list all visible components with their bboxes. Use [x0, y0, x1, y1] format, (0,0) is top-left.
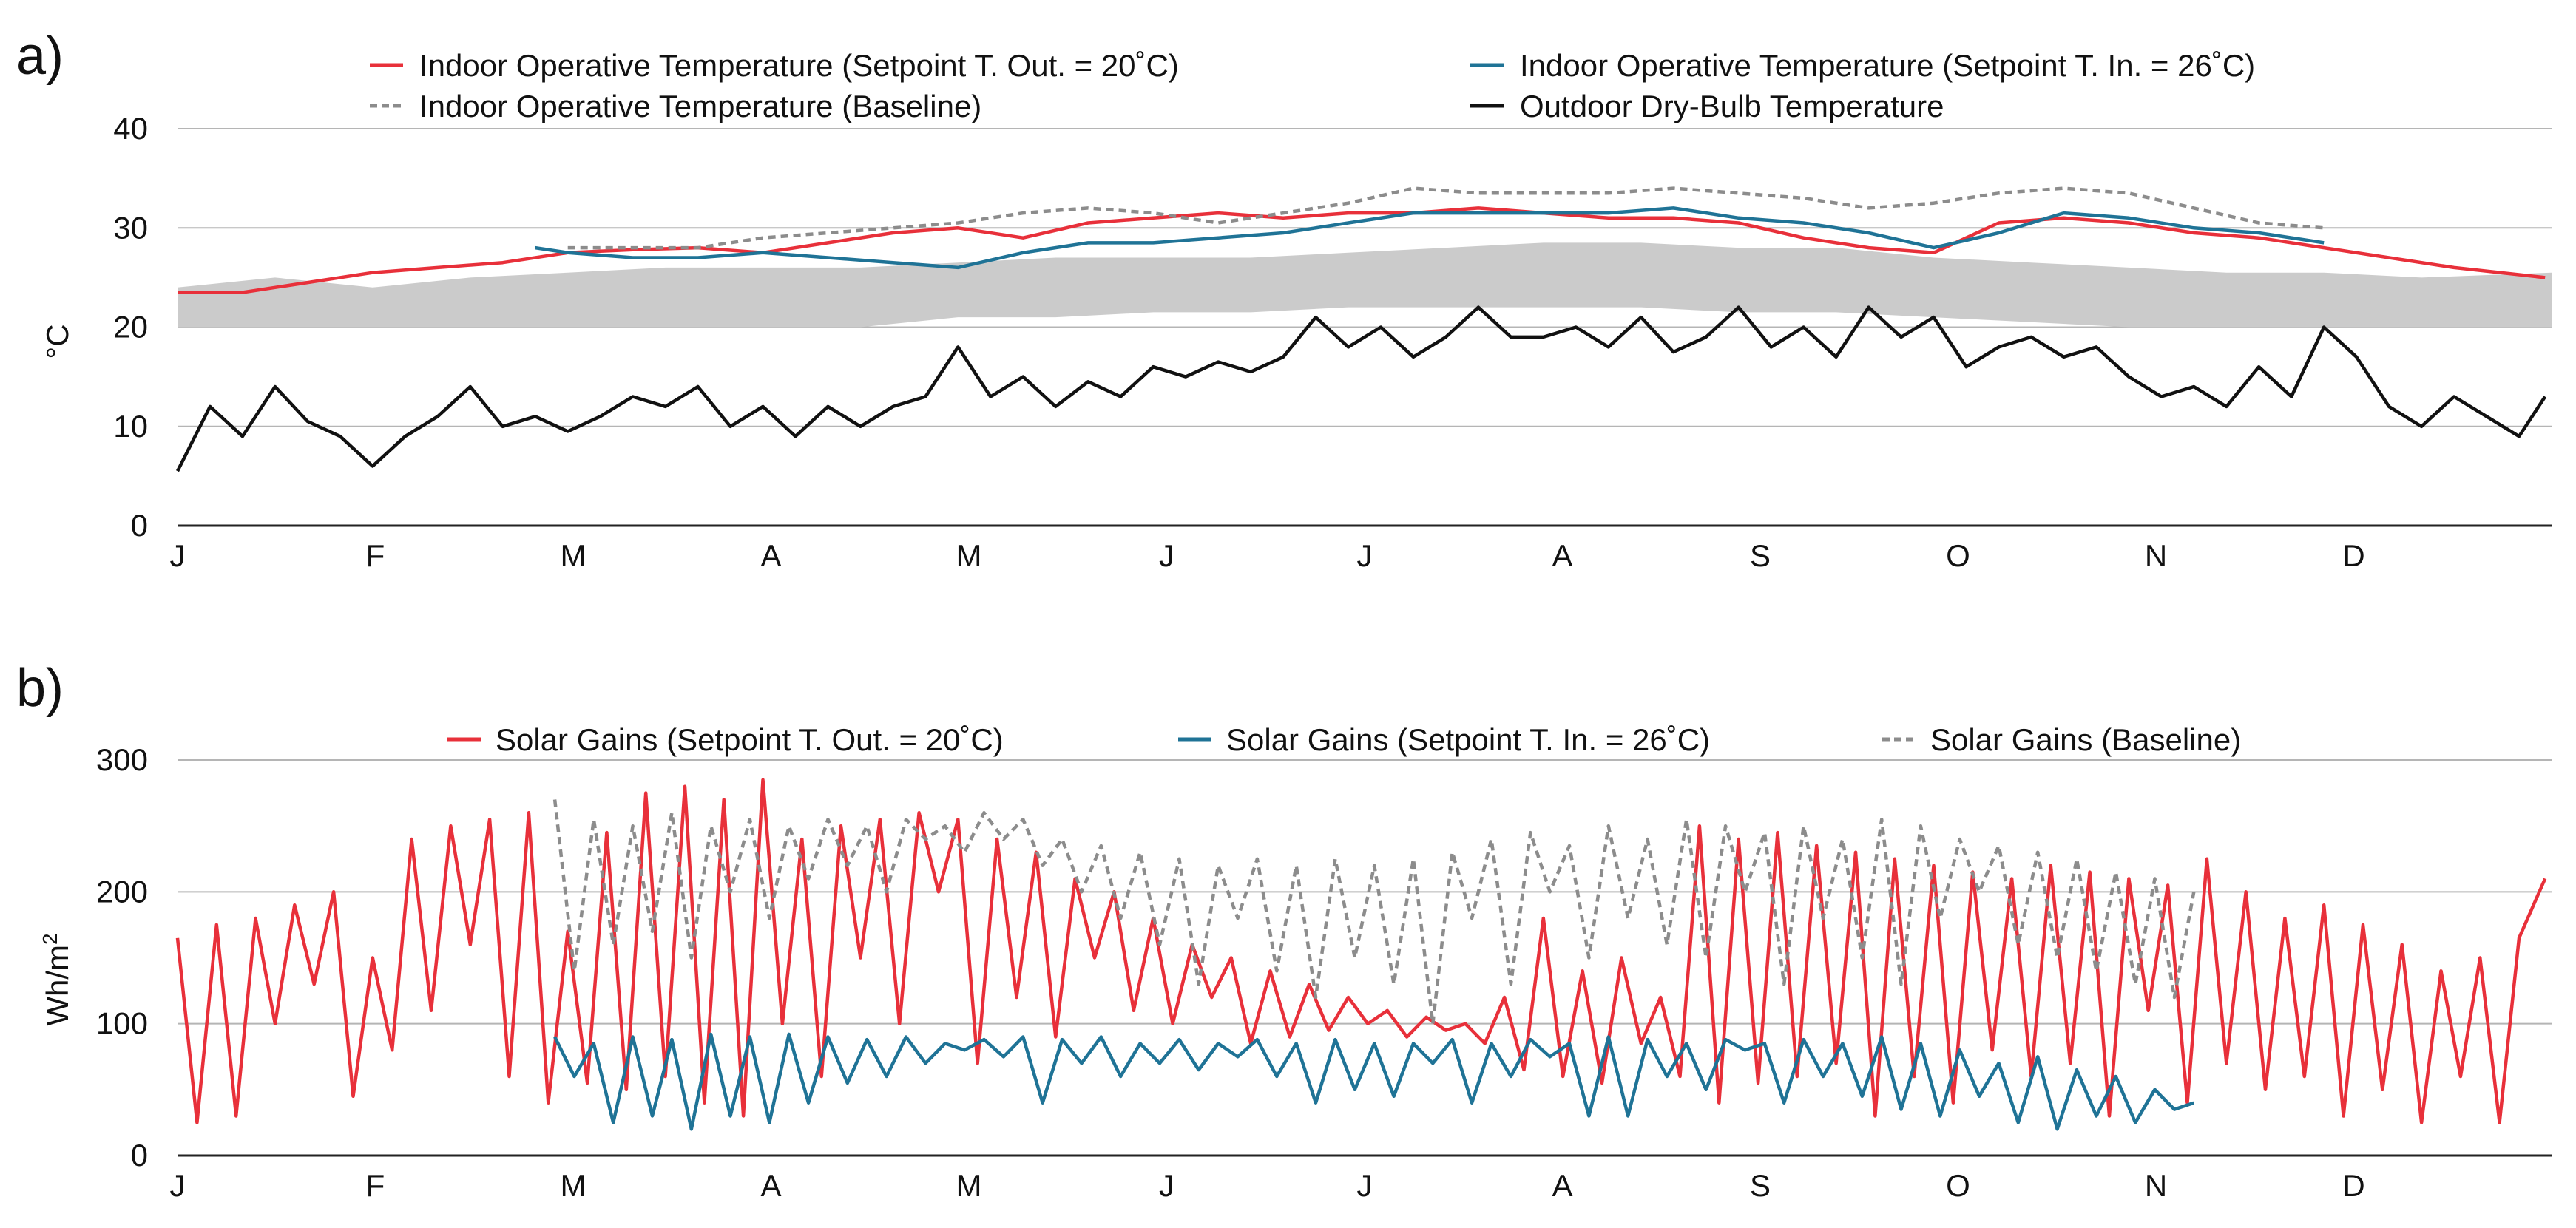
- x-tick-label: J: [1159, 1168, 1174, 1203]
- legend-item-outdoor-temp: Outdoor Dry-Bulb Temperature: [1470, 89, 1944, 123]
- panel-b-label: b): [16, 659, 64, 718]
- solar-legend: Solar Gains (Setpoint T. Out. = 20˚C) So…: [447, 722, 2241, 757]
- series-line-3: [175, 305, 2547, 472]
- y-tick-label: 0: [131, 508, 148, 543]
- x-tick-label: J: [170, 1168, 186, 1203]
- legend-label: Indoor Operative Temperature (Setpoint T…: [419, 48, 1179, 83]
- solar-y-axis-label: Wh/m2: [38, 933, 75, 1025]
- x-tick-label: M: [561, 1168, 586, 1203]
- x-tick-label: O: [1946, 1168, 1970, 1203]
- x-tick-label: S: [1750, 538, 1771, 573]
- x-tick-label: D: [2342, 1168, 2364, 1203]
- legend-item-indoor-temp-setpoint-in: Indoor Operative Temperature (Setpoint T…: [1470, 48, 2255, 83]
- legend-label: Indoor Operative Temperature (Baseline): [419, 89, 981, 123]
- x-tick-label: M: [956, 538, 982, 573]
- legend-item-indoor-temp-setpoint-out: Indoor Operative Temperature (Setpoint T…: [370, 48, 1179, 83]
- y-tick-label: 10: [113, 409, 148, 444]
- x-tick-label: A: [760, 538, 781, 573]
- x-tick-label: O: [1946, 538, 1970, 573]
- legend-label: Solar Gains (Setpoint T. In. = 26˚C): [1226, 722, 1710, 757]
- solar-gains-chart: 0 100 200 300 J F M A M J J A S O N D Wh/m2 Solar Gain…: [38, 722, 2552, 1203]
- y-tick-label: 0: [131, 1138, 148, 1173]
- x-tick-label: S: [1750, 1168, 1771, 1203]
- x-tick-label: J: [1159, 538, 1174, 573]
- temperature-chart: 0 10 20 30 40 J F M A M J J A S O N D °C Indoor Operati…: [40, 48, 2552, 573]
- y-tick-label: 300: [96, 742, 148, 777]
- y-tick-label: 20: [113, 310, 148, 345]
- panel-a-label: a): [16, 27, 64, 86]
- x-tick-label: J: [170, 538, 186, 573]
- solar-grid: [178, 759, 2552, 1157]
- legend-item-solar-baseline: Solar Gains (Baseline): [1882, 722, 2241, 757]
- legend-label: Indoor Operative Temperature (Setpoint T…: [1520, 48, 2255, 83]
- solar-y-axis-label-main: Wh/m: [40, 945, 75, 1026]
- y-tick-label: 200: [96, 874, 148, 909]
- series-line-1: [553, 1032, 2195, 1131]
- series-line-2: [552, 799, 2196, 1025]
- x-tick-label: F: [366, 1168, 385, 1203]
- temperature-band-layer: [178, 242, 2552, 328]
- series-line-2: [567, 186, 2325, 250]
- x-tick-label: M: [561, 538, 586, 573]
- legend-item-solar-setpoint-out: Solar Gains (Setpoint T. Out. = 20˚C): [447, 722, 1004, 757]
- temperature-y-axis-label: °C: [40, 324, 75, 359]
- comfort-band: [178, 242, 2552, 328]
- x-tick-label: F: [366, 538, 385, 573]
- solar-series-layer: [175, 778, 2547, 1131]
- legend-label: Outdoor Dry-Bulb Temperature: [1520, 89, 1944, 123]
- x-tick-label: J: [1357, 1168, 1373, 1203]
- x-tick-label: D: [2342, 538, 2364, 573]
- x-tick-label: N: [2145, 1168, 2167, 1203]
- series-line-1: [535, 206, 2325, 270]
- y-tick-label: 30: [113, 210, 148, 245]
- x-tick-label: M: [956, 1168, 982, 1203]
- legend-label: Solar Gains (Setpoint T. Out. = 20˚C): [496, 722, 1004, 757]
- x-tick-label: J: [1357, 538, 1373, 573]
- y-tick-label: 40: [113, 111, 148, 146]
- solar-y-ticks: 0 100 200 300: [96, 742, 148, 1173]
- legend-item-solar-setpoint-in: Solar Gains (Setpoint T. In. = 26˚C): [1178, 722, 1710, 757]
- x-tick-label: A: [760, 1168, 781, 1203]
- legend-label: Solar Gains (Baseline): [1930, 722, 2241, 757]
- temperature-legend: Indoor Operative Temperature (Setpoint T…: [370, 48, 2255, 123]
- solar-y-axis-label-sup: 2: [38, 933, 61, 945]
- legend-item-indoor-temp-baseline: Indoor Operative Temperature (Baseline): [370, 89, 981, 123]
- x-tick-label: A: [1552, 1168, 1572, 1203]
- y-tick-label: 100: [96, 1006, 148, 1041]
- temperature-series-layer: [175, 186, 2547, 472]
- x-tick-label: N: [2145, 538, 2167, 573]
- temperature-y-ticks: 0 10 20 30 40: [113, 111, 148, 543]
- x-tick-label: A: [1552, 538, 1572, 573]
